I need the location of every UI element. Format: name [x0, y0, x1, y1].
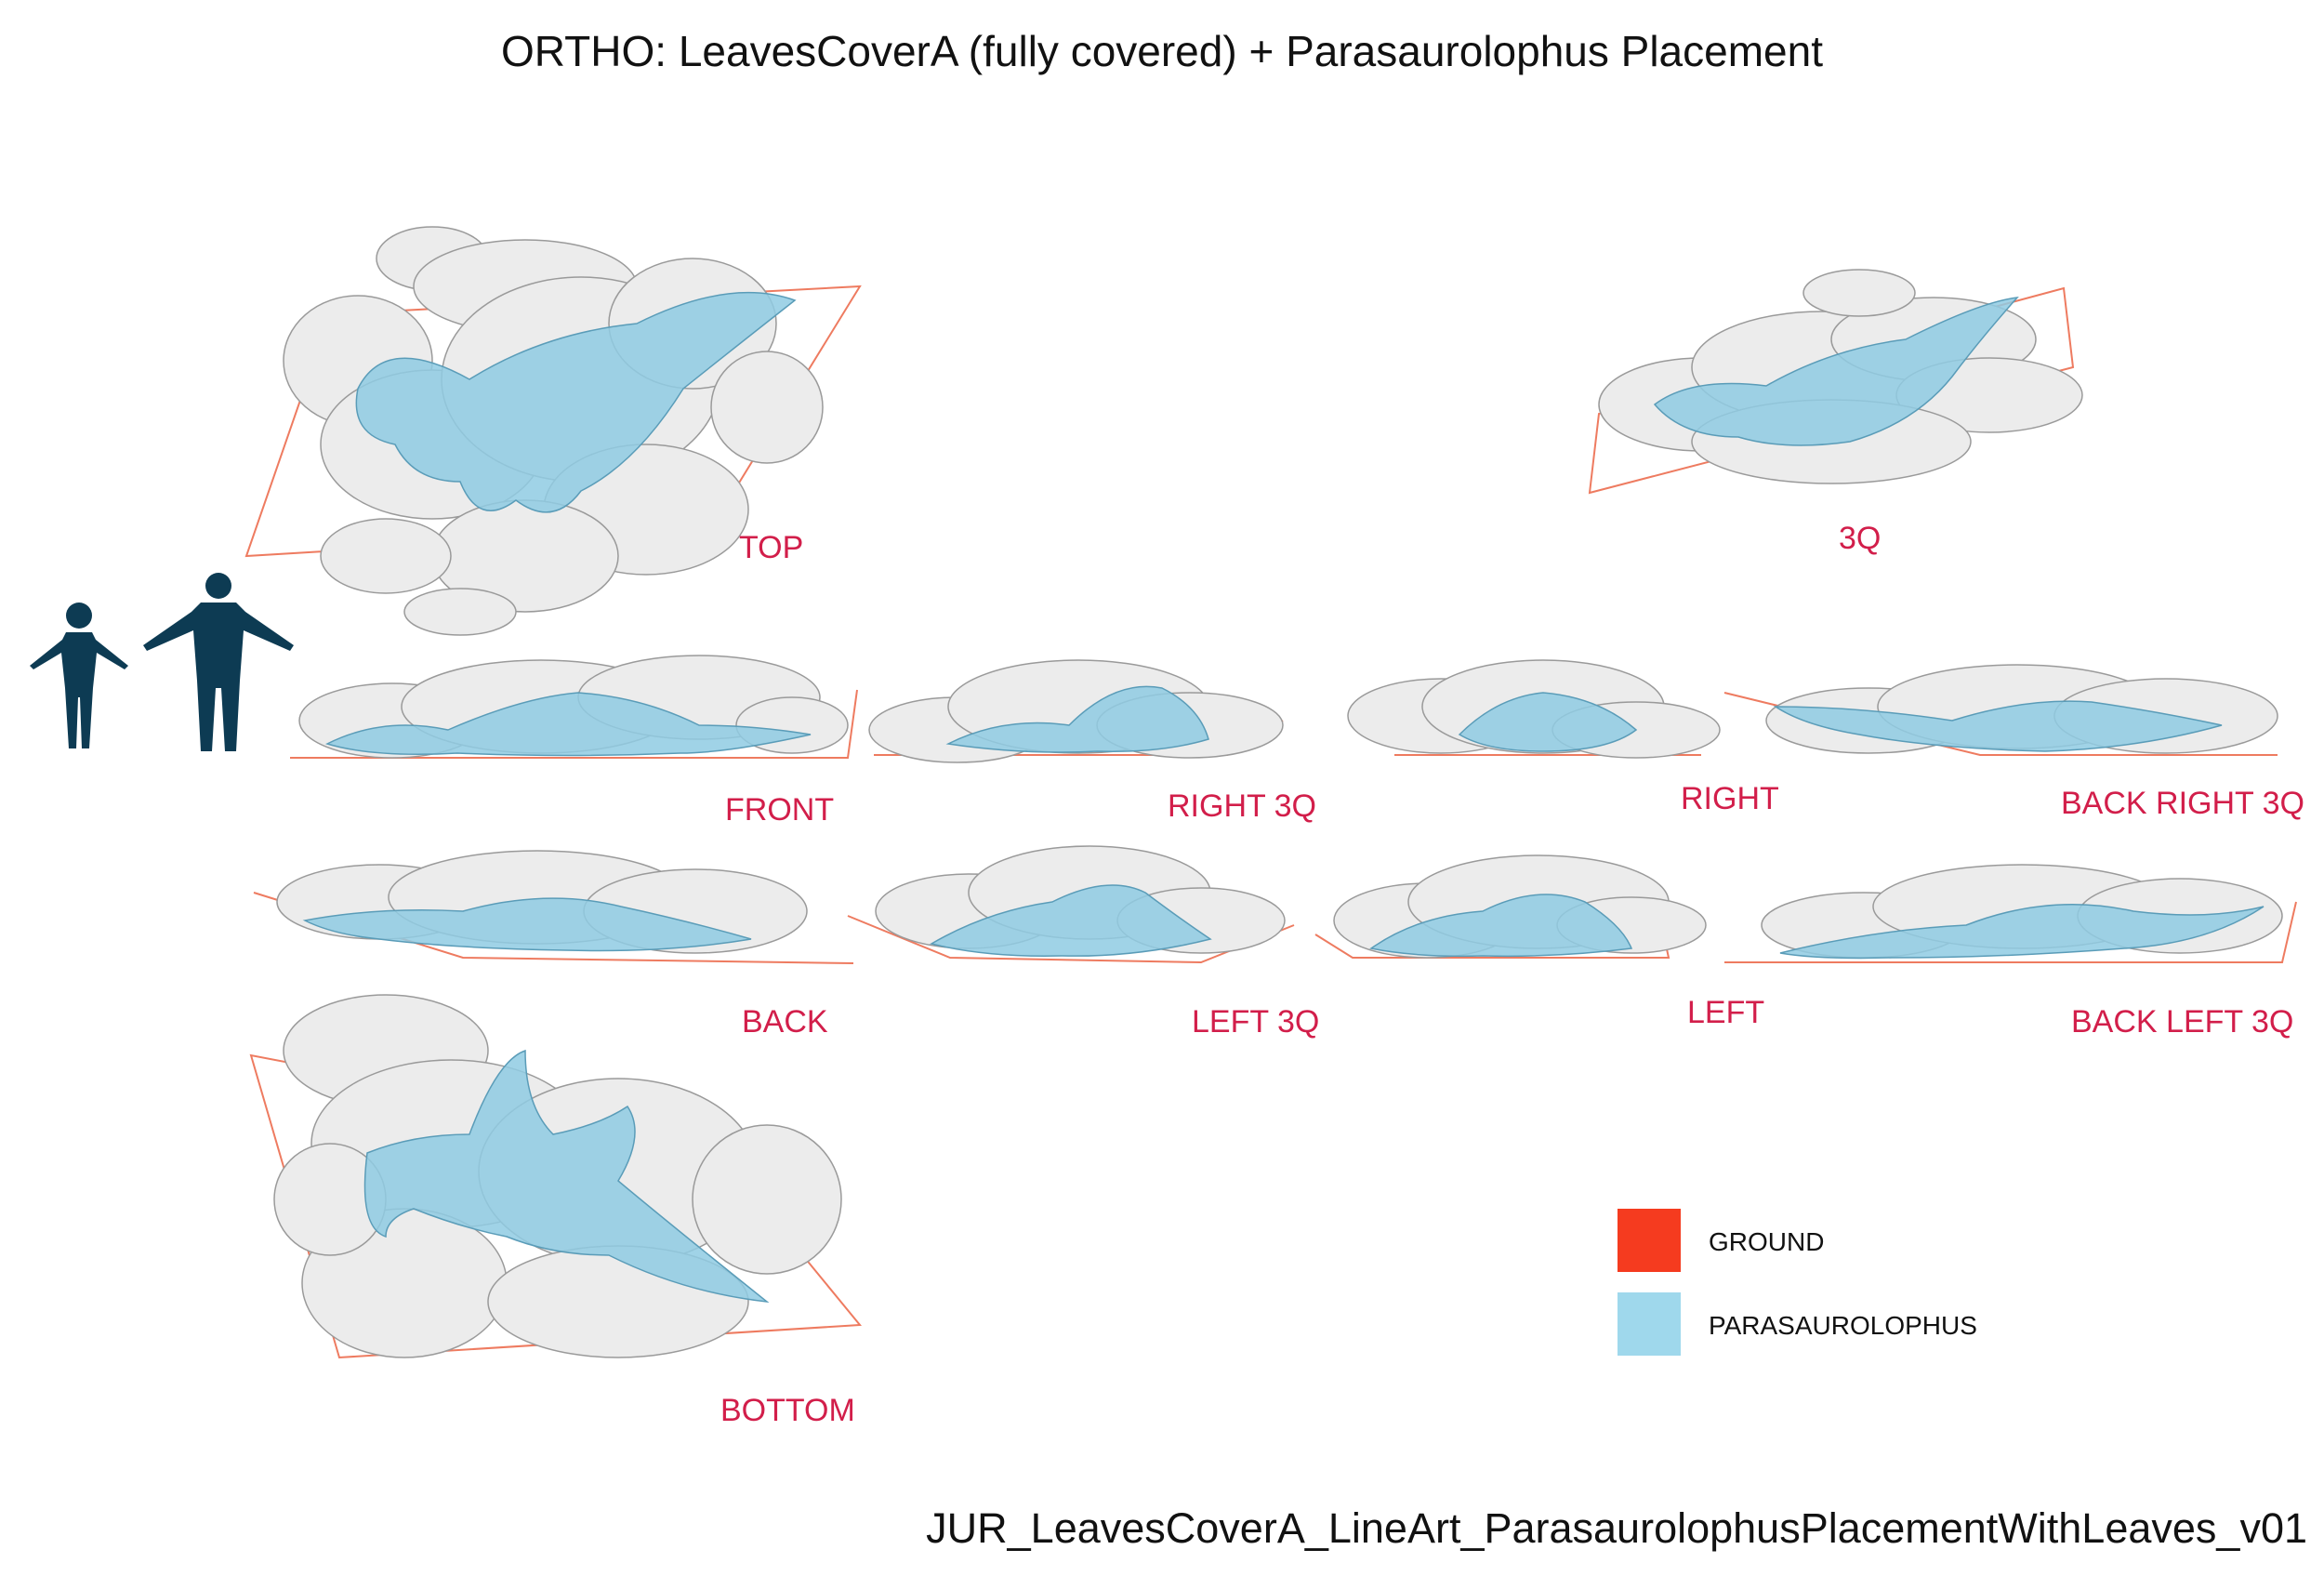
adult-silhouette-icon — [143, 573, 294, 751]
view-left: LEFT — [1314, 837, 1764, 1041]
view-label-back-right-3q: BACK RIGHT 3Q — [2061, 786, 2304, 821]
file-name-footer: JUR_LeavesCoverA_LineArt_Parasaurolophus… — [926, 1504, 2307, 1552]
three-q-view-drawing — [1588, 269, 2083, 495]
view-label-bottom: BOTTOM — [720, 1393, 855, 1428]
view-back: BACK — [249, 837, 863, 1041]
sheet-title: ORTHO: LeavesCoverA (fully covered) + Pa… — [501, 27, 1823, 75]
view-back-right-3q: BACK RIGHT 3Q — [1720, 642, 2305, 837]
legend: GROUND PARASAUROLOPHUS — [1618, 1209, 1989, 1367]
back-left-3q-view-drawing — [1724, 864, 2297, 963]
left-view-drawing — [1314, 854, 1707, 959]
legend-item-parasaurolophus: PARASAUROLOPHUS — [1618, 1292, 1989, 1356]
view-label-front: FRONT — [725, 792, 835, 828]
view-label-back: BACK — [742, 1004, 828, 1040]
legend-item-ground: GROUND — [1618, 1209, 1989, 1272]
legend-label-parasaurolophus: PARASAUROLOPHUS — [1709, 1311, 1977, 1340]
front-view-drawing — [290, 655, 858, 759]
view-label-top: TOP — [739, 530, 804, 565]
child-silhouette-icon — [30, 603, 128, 748]
back-view-drawing — [253, 850, 854, 964]
view-label-left: LEFT — [1687, 995, 1765, 1030]
view-bottom: BOTTOM — [246, 986, 878, 1450]
view-right: RIGHT — [1329, 642, 1779, 837]
view-label-right-3q: RIGHT 3Q — [1168, 788, 1316, 824]
legend-swatch-parasaurolophus — [1618, 1292, 1681, 1356]
view-left-3q: LEFT 3Q — [847, 837, 1350, 1041]
view-label-3q: 3Q — [1839, 521, 1882, 556]
view-label-back-left-3q: BACK LEFT 3Q — [2071, 1004, 2294, 1040]
view-top: TOP — [244, 221, 862, 668]
legend-swatch-ground — [1618, 1209, 1681, 1272]
left-3q-view-drawing — [847, 845, 1295, 964]
view-3q: 3Q — [1588, 265, 2110, 572]
top-view-drawing — [244, 226, 862, 636]
right-view-drawing — [1347, 659, 1721, 759]
view-label-left-3q: LEFT 3Q — [1192, 1004, 1320, 1040]
view-front: FRONT — [290, 642, 866, 837]
view-right-3q: RIGHT 3Q — [855, 642, 1339, 837]
view-label-right: RIGHT — [1681, 781, 1779, 816]
bottom-view-drawing — [249, 994, 863, 1359]
right-3q-view-drawing — [868, 659, 1284, 763]
legend-label-ground: GROUND — [1709, 1227, 1825, 1256]
view-back-left-3q: BACK LEFT 3Q — [1724, 837, 2305, 1041]
back-right-3q-view-drawing — [1723, 664, 2278, 756]
